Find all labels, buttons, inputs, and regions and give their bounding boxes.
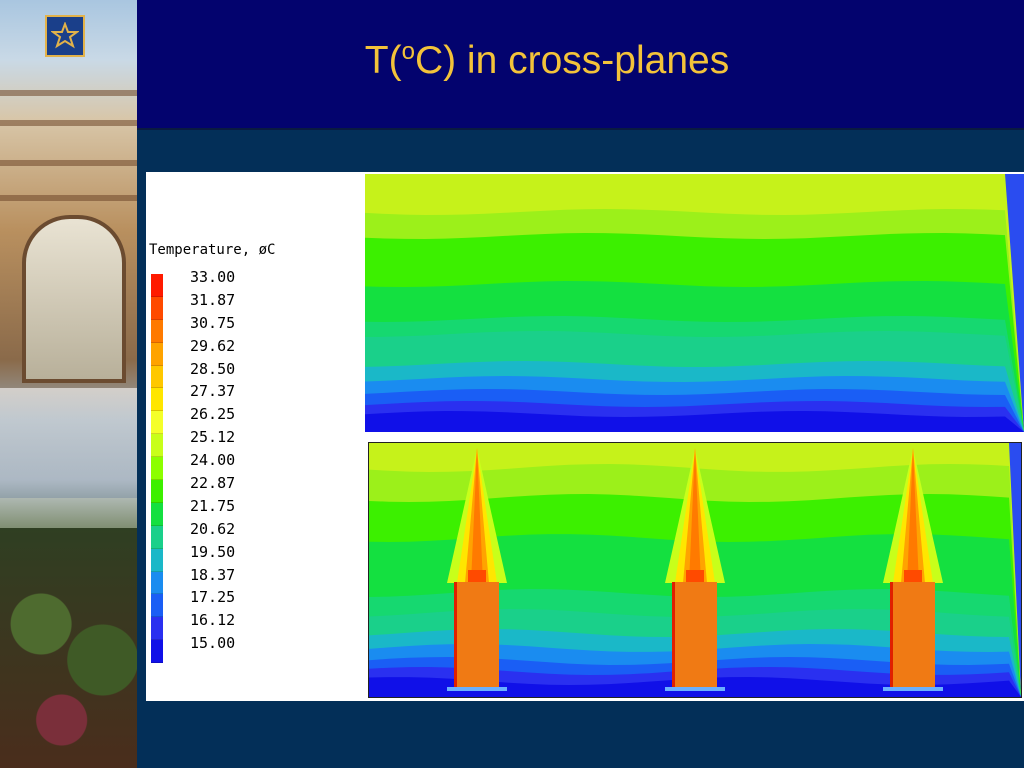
legend-value: 18.37 [190, 565, 236, 584]
legend-swatch [151, 617, 163, 641]
legend-swatch [151, 388, 163, 412]
legend-swatch [151, 571, 163, 595]
photo-stripe [0, 195, 137, 201]
legend-swatch [151, 365, 163, 389]
gate-arch [22, 215, 126, 383]
slide-header: T(oC) in cross-planes [137, 0, 1024, 130]
heater-block [673, 582, 717, 689]
heat-plume [471, 448, 483, 583]
contour-bottom [369, 443, 1021, 697]
photo-stripe [0, 120, 137, 126]
legend-value: 22.87 [190, 474, 236, 493]
legend-value: 25.12 [190, 428, 236, 447]
star-emblem-icon [51, 22, 79, 49]
legend-value: 33.00 [190, 268, 236, 286]
university-logo [45, 15, 85, 57]
legend-value: 26.25 [190, 405, 236, 424]
temperature-plot-bottom [368, 442, 1022, 698]
campus-photo [0, 0, 137, 768]
legend-value: 30.75 [190, 313, 236, 332]
legend-value: 27.37 [190, 382, 236, 401]
heater-block [455, 582, 499, 689]
heater-block [891, 582, 935, 689]
legend-swatch [151, 274, 163, 297]
heater-base [665, 687, 725, 691]
legend-swatch [151, 457, 163, 481]
legend-swatch [151, 502, 163, 526]
slide-title: T(oC) in cross-planes [137, 38, 957, 83]
legend-value: 15.00 [190, 634, 236, 653]
legend-value: 20.62 [190, 519, 236, 538]
title-prefix: T( [364, 39, 402, 82]
heater-base [883, 687, 943, 691]
legend-value: 29.62 [190, 336, 236, 355]
legend-swatch [151, 296, 163, 320]
legend-value: 21.75 [190, 496, 236, 515]
heater-base [447, 687, 507, 691]
legend-swatch [151, 480, 163, 503]
legend-title: Temperature, øC [149, 242, 276, 258]
fountain [0, 388, 137, 498]
heat-plume [689, 448, 701, 583]
legend-swatch [151, 548, 163, 572]
legend-color-bar [151, 274, 163, 664]
legend-value: 19.50 [190, 542, 236, 561]
figure-panel: Temperature, øC 33.00 31.87 30.75 29.62 28.5… [146, 172, 1024, 701]
plants [0, 528, 137, 768]
heater-cap [904, 570, 922, 582]
title-superscript: o [401, 38, 415, 65]
title-suffix: C) in cross-planes [414, 39, 730, 82]
legend-swatch [151, 594, 163, 618]
heater-edge [890, 582, 893, 689]
photo-stripe [0, 90, 137, 96]
heater-cap [686, 570, 704, 582]
heat-plume [907, 448, 919, 583]
legend-swatch [151, 411, 163, 435]
photo-stripe [0, 160, 137, 166]
temperature-plot-top [365, 174, 1024, 432]
legend-value: 16.12 [190, 611, 236, 630]
legend-swatch [151, 319, 163, 343]
contour-band [365, 411, 1024, 432]
legend-swatch [151, 342, 163, 366]
legend-swatch [151, 640, 163, 664]
legend-value: 24.00 [190, 451, 236, 470]
heater-cap [468, 570, 486, 582]
legend-value: 17.25 [190, 588, 236, 607]
heater-edge [672, 582, 675, 689]
legend-swatch [151, 434, 163, 458]
heater-edge [454, 582, 457, 689]
legend-value: 31.87 [190, 290, 236, 309]
legend-value: 28.50 [190, 359, 236, 378]
contour-top [365, 174, 1024, 432]
legend-labels: 33.00 31.87 30.75 29.62 28.50 27.37 26.25 25.12… [190, 266, 235, 655]
legend-swatch [151, 525, 163, 549]
